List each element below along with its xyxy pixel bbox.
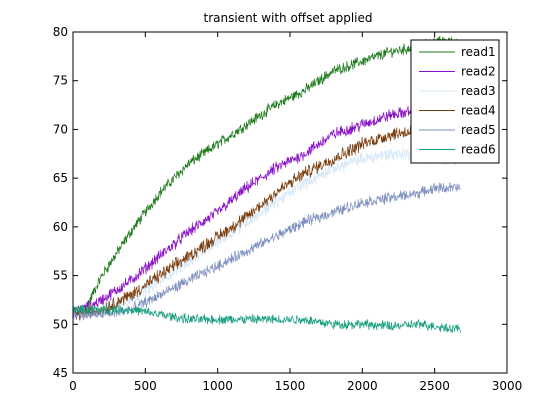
axes: 0 500 1000 1500 2000 2500 3000 45 50 55 60 65 70 75 80 [53,25,523,393]
chart-title: transient with offset applied [204,11,373,25]
legend-label-read4: read4 [461,104,496,118]
legend-label-read6: read6 [461,143,496,157]
legend-label-read3: read3 [461,84,496,98]
x-tick-label: 0 [69,379,77,393]
y-tick-label: 50 [53,317,68,331]
y-tick-label: 75 [53,74,68,88]
y-tick-label: 55 [53,269,68,283]
x-tick-label: 2500 [419,379,450,393]
legend-label-read2: read2 [461,65,496,79]
x-tick-label: 1000 [202,379,233,393]
y-tick-label: 60 [53,220,68,234]
y-tick-label: 65 [53,171,68,185]
legend-label-read1: read1 [461,45,496,59]
series-line-read6 [73,304,461,334]
series-line-read3 [73,147,461,320]
plot-area [73,36,461,334]
y-tick-label: 70 [53,122,68,136]
series-line-read1 [73,36,461,316]
x-tick-label: 500 [134,379,157,393]
x-tick-label: 2000 [347,379,378,393]
legend-box [410,39,500,164]
y-tick-label: 45 [53,366,68,380]
y-tick-label: 80 [53,25,68,39]
x-tick-label: 3000 [492,379,523,393]
x-tick-label: 1500 [275,379,306,393]
series-line-read2 [73,103,461,320]
legend-label-read5: read5 [461,123,496,137]
legend: read1 read2 read3 read4 read5 read6 [410,39,500,164]
series-line-read4 [73,122,461,321]
